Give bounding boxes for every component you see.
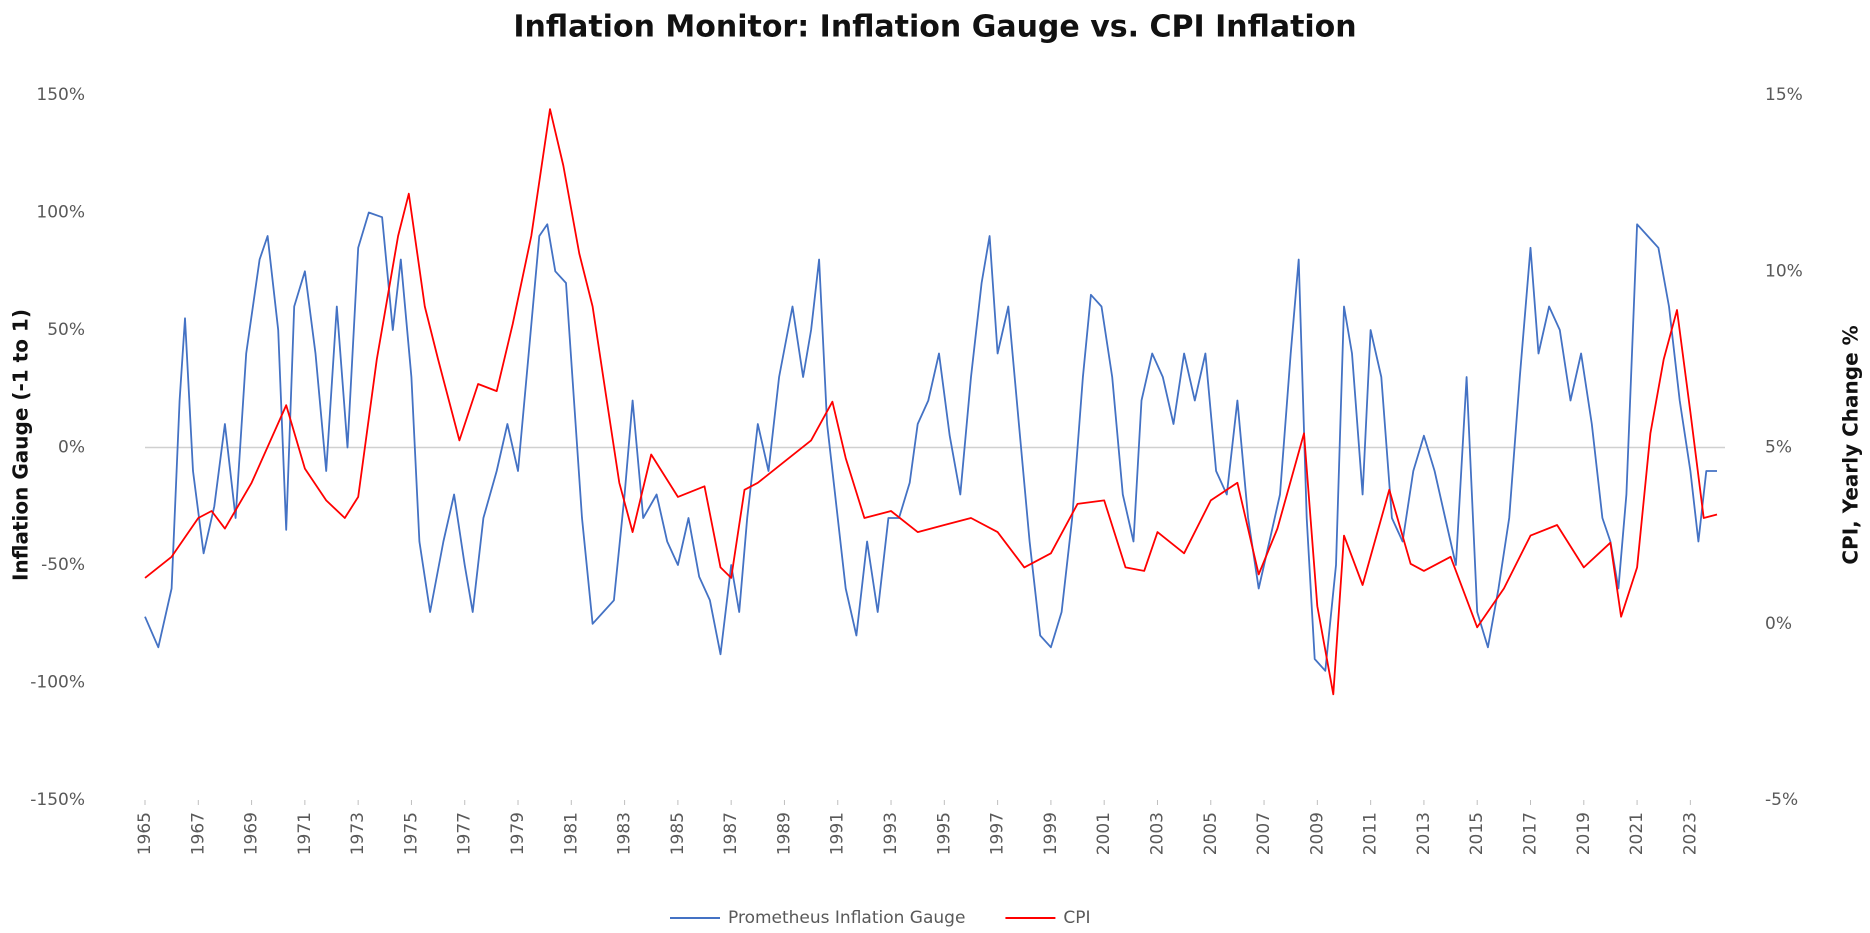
x-tick-label: 1973 [348, 812, 368, 855]
x-tick-label: 1981 [561, 812, 581, 855]
x-tick-label: 1999 [1041, 812, 1061, 855]
x-tick-label: 1969 [242, 812, 262, 855]
y-tick-label: 150% [36, 85, 85, 105]
y-tick-label: -50% [41, 555, 85, 575]
y-axis-title: Inflation Gauge (-1 to 1) [9, 309, 33, 581]
x-tick-label: 1991 [828, 812, 848, 855]
legend-label: Prometheus Inflation Gauge [728, 908, 965, 928]
series-line [144, 211, 1717, 672]
y2-tick-label: 0% [1765, 614, 1792, 634]
y-tick-label: -100% [30, 673, 85, 693]
x-tick-label: 1975 [401, 812, 421, 855]
y2-tick-label: 15% [1765, 85, 1803, 105]
chart-title: Inflation Monitor: Inflation Gauge vs. C… [513, 10, 1356, 45]
x-tick-label: 2013 [1414, 812, 1434, 855]
y-tick-label: 0% [58, 438, 85, 458]
y-tick-label: 100% [36, 203, 85, 223]
y2-axis-title: CPI, Yearly Change % [1839, 325, 1863, 564]
x-tick-label: 1993 [881, 812, 901, 855]
y-tick-label: 50% [47, 320, 85, 340]
x-tick-label: 2001 [1094, 812, 1114, 855]
x-tick-label: 1965 [135, 812, 155, 855]
y-tick-label: -150% [30, 790, 85, 810]
legend-label: CPI [1063, 908, 1090, 928]
x-tick-label: 1977 [455, 812, 475, 855]
x-tick-label: 1989 [774, 812, 794, 855]
x-tick-label: 2005 [1201, 812, 1221, 855]
x-tick-label: 2019 [1574, 812, 1594, 855]
x-tick-label: 1967 [188, 812, 208, 855]
series-line [144, 108, 1718, 696]
x-tick-label: 1985 [668, 812, 688, 855]
x-tick-label: 2015 [1467, 812, 1487, 855]
x-tick-label: 1983 [615, 812, 635, 855]
x-tick-label: 2023 [1680, 812, 1700, 855]
x-tick-label: 2009 [1307, 812, 1327, 855]
x-tick-label: 1971 [295, 812, 315, 855]
x-tick-label: 1997 [988, 812, 1008, 855]
x-tick-label: 1987 [721, 812, 741, 855]
x-tick-label: 2017 [1520, 812, 1540, 855]
x-tick-label: 1995 [934, 812, 954, 855]
y2-tick-label: -5% [1765, 790, 1798, 810]
x-tick-label: 2021 [1627, 812, 1647, 855]
x-tick-label: 1979 [508, 812, 528, 855]
x-tick-label: 2003 [1147, 812, 1167, 855]
y2-tick-label: 10% [1765, 261, 1803, 281]
y2-tick-label: 5% [1765, 438, 1792, 458]
x-tick-label: 2011 [1361, 812, 1381, 855]
x-tick-label: 2007 [1254, 812, 1274, 855]
